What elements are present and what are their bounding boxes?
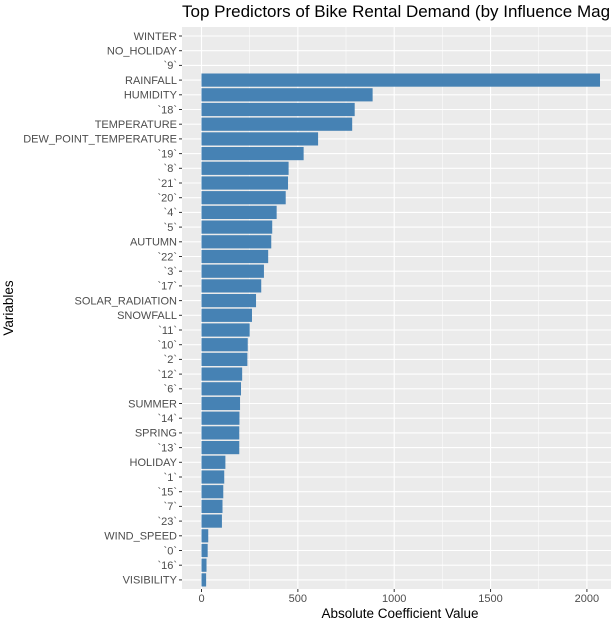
bar: [201, 455, 226, 469]
bar: [201, 323, 250, 337]
y-tick-label: `5`: [164, 222, 177, 234]
bar: [201, 411, 240, 425]
y-tick-label: `18`: [157, 104, 177, 116]
y-tick-label: TEMPERATURE: [95, 119, 177, 131]
y-axis-title: Variables: [1, 280, 16, 336]
y-tick-label: `21`: [157, 178, 177, 190]
x-tick-label: 1500: [478, 593, 502, 605]
x-tick-label: 1000: [382, 593, 406, 605]
y-tick-label: `14`: [157, 413, 177, 425]
y-tick-label: HOLIDAY: [130, 457, 178, 469]
bar: [201, 338, 248, 352]
bar: [201, 543, 208, 558]
y-tick-label: `22`: [157, 251, 177, 263]
y-tick-label: NO_HOLIDAY: [107, 46, 178, 58]
y-tick-label: `15`: [157, 487, 177, 499]
y-tick-label: `16`: [157, 560, 177, 572]
y-tick-label: WIND_SPEED: [104, 531, 177, 543]
y-tick-label: `20`: [157, 193, 177, 205]
y-tick-label: SOLAR_RADIATION: [75, 295, 178, 307]
bar: [201, 382, 242, 396]
y-tick-label: `12`: [157, 369, 177, 381]
x-tick-label: 0: [198, 593, 204, 605]
y-tick-label: `2`: [164, 354, 177, 366]
bar: [201, 176, 289, 190]
y-tick-label: `3`: [164, 266, 177, 278]
y-axis: WINTER NO_HOLIDAY `9` RAINFALL HUMIDITY `18` T…: [23, 31, 182, 587]
bars: [201, 73, 601, 587]
y-tick-label: `1`: [164, 472, 177, 484]
bar: [201, 352, 248, 366]
bar: [201, 235, 272, 249]
y-tick-label: AUTUMN: [130, 237, 177, 249]
x-tick-label: 2000: [575, 593, 599, 605]
y-tick-label: `23`: [157, 516, 177, 528]
chart-title: Top Predictors of Bike Rental Demand (by…: [182, 2, 611, 21]
y-tick-label: `19`: [157, 148, 177, 160]
bar: [201, 308, 252, 322]
bar: [201, 249, 269, 264]
y-tick-label: `10`: [157, 340, 177, 352]
bar: [201, 470, 225, 484]
y-tick-label: `4`: [164, 207, 177, 219]
y-tick-label: DEW_POINT_TEMPERATURE: [23, 134, 177, 146]
bar: [201, 132, 319, 146]
bar: [201, 441, 240, 455]
bar: [201, 294, 257, 308]
y-tick-label: `8`: [164, 163, 177, 175]
bar: [201, 264, 264, 278]
bar: [201, 220, 273, 234]
bar: [201, 558, 207, 572]
bar: [201, 514, 222, 528]
bar: [201, 426, 240, 440]
y-tick-label: VISIBILITY: [123, 575, 178, 587]
bar: [201, 102, 355, 117]
y-tick-label: `0`: [164, 545, 177, 557]
bar: [201, 279, 262, 293]
bar: [201, 396, 241, 411]
y-tick-label: SPRING: [135, 428, 177, 440]
y-tick-label: `6`: [164, 384, 177, 396]
bar: [201, 73, 601, 87]
y-tick-label: `9`: [164, 60, 177, 72]
y-tick-label: HUMIDITY: [124, 90, 178, 102]
y-tick-label: WINTER: [134, 31, 177, 43]
x-axis-title: Absolute Coefficient Value: [321, 606, 478, 620]
y-tick-label: `11`: [158, 325, 177, 337]
bar: [201, 529, 209, 543]
y-tick-label: SNOWFALL: [117, 310, 177, 322]
y-tick-label: SUMMER: [128, 398, 177, 410]
y-tick-label: `7`: [164, 501, 177, 513]
x-tick-label: 500: [289, 593, 307, 605]
bar: [201, 117, 353, 131]
x-axis: 0 500 1000 1500 2000: [198, 589, 599, 605]
bar: [201, 367, 243, 381]
bar: [201, 499, 223, 513]
bar: [201, 161, 289, 175]
y-tick-label: RAINFALL: [125, 75, 177, 87]
bar: [201, 191, 286, 205]
bar: [201, 485, 224, 499]
bar: [201, 205, 277, 219]
bar: [201, 88, 373, 102]
y-tick-label: `13`: [157, 442, 177, 454]
bar: [201, 573, 207, 587]
y-tick-label: `17`: [157, 281, 177, 293]
gridlines: [182, 27, 611, 589]
bar: [201, 147, 304, 161]
